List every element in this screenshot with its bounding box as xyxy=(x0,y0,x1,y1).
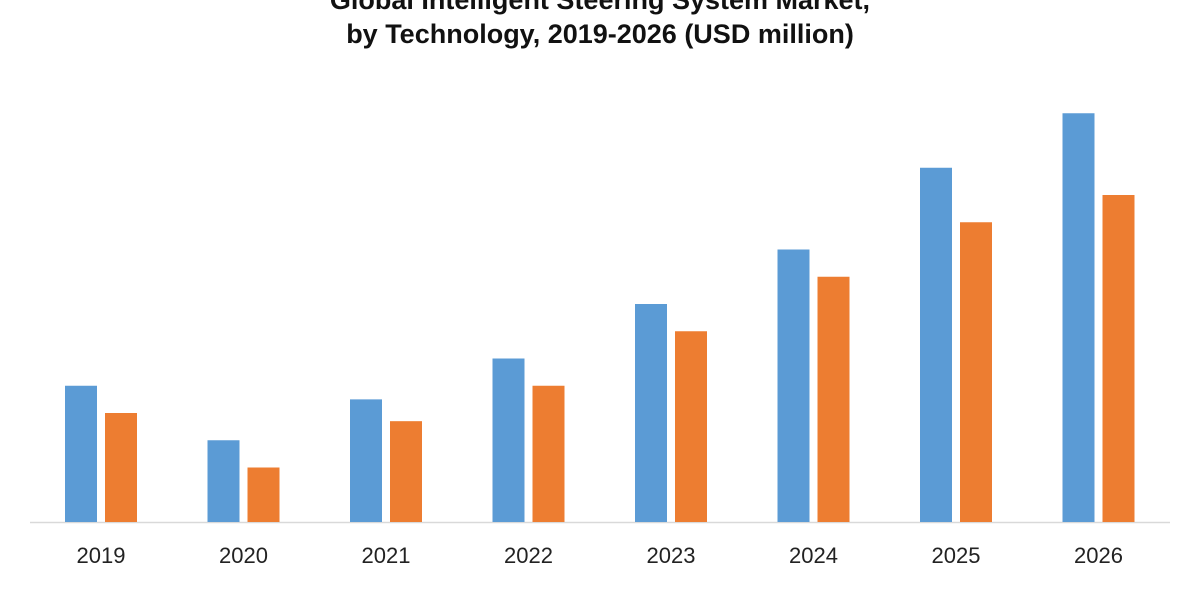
bar-series-2-2021 xyxy=(390,421,422,522)
bar-series-1-2020 xyxy=(207,440,240,522)
chart-title-line-1: Global Intelligent Steering System Marke… xyxy=(329,0,871,15)
x-tick-label-2023: 2023 xyxy=(647,543,696,568)
x-tick-label-2021: 2021 xyxy=(362,543,411,568)
bar-series-2-2024 xyxy=(817,276,850,522)
bar-series-1-2023 xyxy=(635,304,667,522)
bar-series-2-2020 xyxy=(247,467,280,522)
x-tick-label-2020: 2020 xyxy=(219,543,268,568)
bar-series-1-2026 xyxy=(1062,113,1095,522)
bar-series-2-2019 xyxy=(105,413,137,522)
x-tick-label-2026: 2026 xyxy=(1074,543,1123,568)
bar-series-2-2026 xyxy=(1102,195,1135,522)
bar-series-1-2024 xyxy=(777,249,810,522)
bar-series-2-2022 xyxy=(532,385,565,522)
bar-series-1-2022 xyxy=(492,358,525,522)
bar-series-2-2023 xyxy=(675,331,707,522)
bar-series-2-2025 xyxy=(960,222,992,522)
x-tick-label-2025: 2025 xyxy=(932,543,981,568)
bar-series-1-2025 xyxy=(920,167,952,522)
bar-series-1-2019 xyxy=(65,385,97,522)
x-tick-label-2024: 2024 xyxy=(789,543,838,568)
x-tick-label-2022: 2022 xyxy=(504,543,553,568)
bar-series-1-2021 xyxy=(350,399,382,522)
chart-title-line-2: by Technology, 2019-2026 (USD million) xyxy=(346,19,854,49)
x-tick-label-2019: 2019 xyxy=(77,543,126,568)
